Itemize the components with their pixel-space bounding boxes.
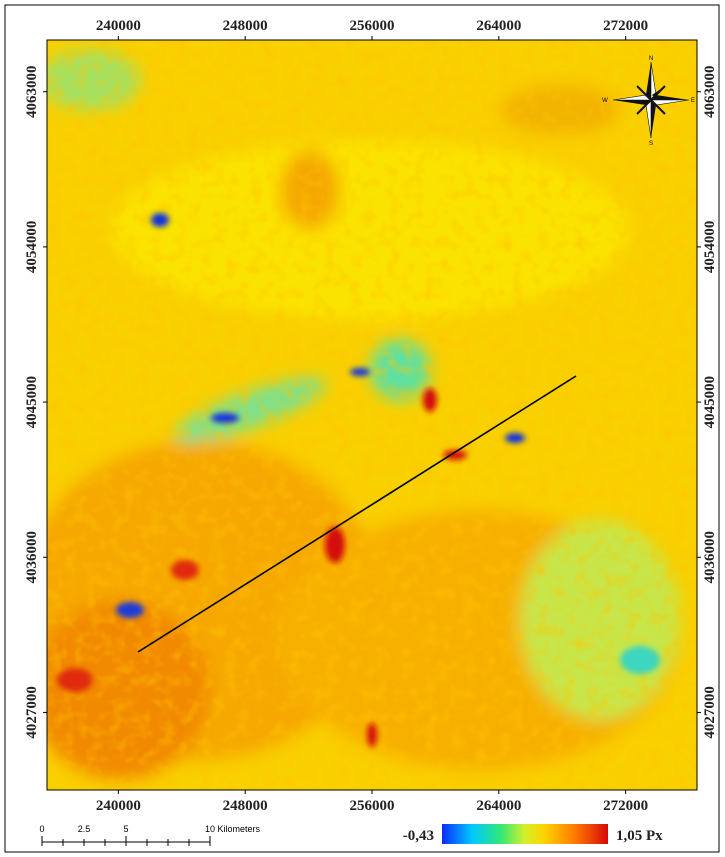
x-tick-label: 256000 — [350, 18, 395, 34]
y-tick-label: 4063000 — [702, 65, 718, 118]
map-figure: N E S W 0 2.5 5 10 Kilometers -0,43 1,05… — [0, 0, 725, 857]
compass-n: N — [649, 56, 653, 62]
x-tick-label: 256000 — [350, 798, 395, 814]
y-tick-label: 4036000 — [702, 531, 718, 584]
compass-w: W — [602, 98, 608, 104]
x-tick-label: 272000 — [603, 798, 648, 814]
x-tick-label: 240000 — [96, 18, 141, 34]
scale-label: 5 — [123, 824, 128, 834]
y-tick-label: 4054000 — [24, 221, 40, 274]
x-tick-label: 248000 — [223, 18, 268, 34]
scale-label: 10 Kilometers — [205, 824, 261, 834]
y-tick-label: 4045000 — [702, 376, 718, 429]
y-tick-label: 4063000 — [24, 65, 40, 118]
scale-bar — [42, 836, 210, 846]
legend-min: -0,43 — [403, 828, 434, 844]
x-tick-label: 264000 — [476, 798, 521, 814]
legend-max: 1,05 Px — [616, 828, 663, 844]
y-tick-label: 4036000 — [24, 531, 40, 584]
x-tick-label: 240000 — [96, 798, 141, 814]
x-tick-label: 248000 — [223, 798, 268, 814]
compass-e: E — [691, 98, 695, 104]
x-tick-label: 272000 — [603, 18, 648, 34]
legend-ramp — [442, 824, 608, 844]
compass-s: S — [649, 141, 653, 147]
y-tick-label: 4054000 — [702, 221, 718, 274]
scale-label: 2.5 — [78, 824, 91, 834]
x-tick-label: 264000 — [476, 18, 521, 34]
raster — [20, 40, 697, 790]
y-tick-label: 4045000 — [24, 376, 40, 429]
scale-label: 0 — [39, 824, 44, 834]
y-tick-label: 4027000 — [702, 686, 718, 739]
y-tick-label: 4027000 — [24, 686, 40, 739]
